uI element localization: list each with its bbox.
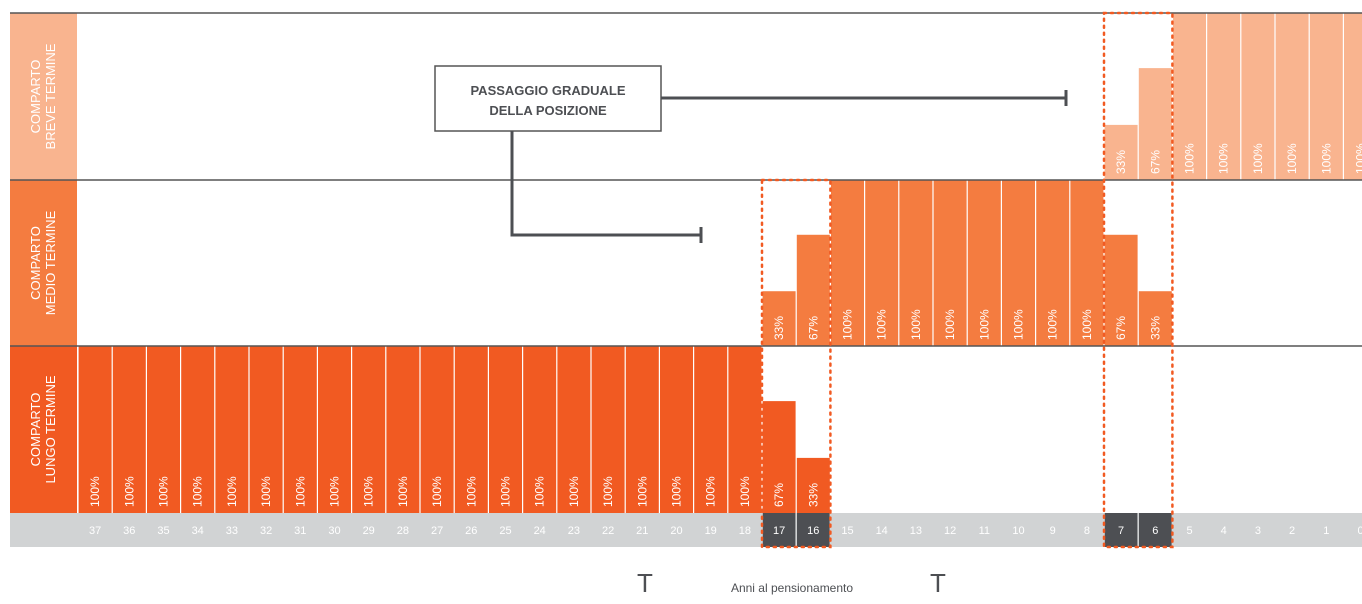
x-tick-10: 10 — [1012, 525, 1024, 537]
data-label-termine-24: 100% — [533, 476, 547, 507]
series-label-line: MEDIO TERMINE — [43, 210, 58, 315]
x-tick-1: 1 — [1323, 525, 1329, 537]
data-label-termine-36: 100% — [122, 476, 136, 507]
data-label-termine-33: 100% — [225, 476, 239, 507]
data-label-termine-19: 100% — [704, 476, 718, 507]
x-tick-24: 24 — [534, 525, 546, 537]
x-tick-33: 33 — [226, 525, 238, 537]
x-tick-31: 31 — [294, 525, 306, 537]
data-label-termine-22: 100% — [601, 476, 615, 507]
data-label-termine-3: 100% — [1251, 143, 1265, 174]
x-tick-34: 34 — [192, 525, 204, 537]
annotation-line-2: DELLA POSIZIONE — [489, 103, 607, 118]
x-tick-15: 15 — [841, 525, 853, 537]
data-label-termine-16: 67% — [806, 316, 820, 340]
data-label-termine-29: 100% — [362, 476, 376, 507]
data-label-termine-5: 100% — [1183, 143, 1197, 174]
data-label-termine-7: 67% — [1114, 316, 1128, 340]
data-label-termine-35: 100% — [157, 476, 171, 507]
x-tick-17: 17 — [773, 525, 785, 537]
annotation-line-1: PASSAGGIO GRADUALE — [470, 83, 625, 98]
series-label-line: COMPARTO — [28, 60, 43, 134]
x-tick-18: 18 — [739, 525, 751, 537]
x-tick-36: 36 — [123, 525, 135, 537]
data-label-termine-8: 100% — [1080, 309, 1094, 340]
data-label-termine-10: 100% — [1012, 309, 1026, 340]
x-tick-35: 35 — [157, 525, 169, 537]
x-tick-8: 8 — [1084, 525, 1090, 537]
data-label-termine-34: 100% — [191, 476, 205, 507]
x-tick-29: 29 — [363, 525, 375, 537]
data-label-termine-1: 100% — [1319, 143, 1333, 174]
data-label-termine-12: 100% — [943, 309, 957, 340]
data-label-termine-17: 67% — [772, 483, 786, 507]
series-label-line: BREVE TERMINE — [43, 43, 58, 149]
x-tick-0: 0 — [1357, 525, 1362, 537]
data-label-termine-6: 67% — [1148, 150, 1162, 174]
data-label-termine-9: 100% — [1046, 309, 1060, 340]
x-tick-22: 22 — [602, 525, 614, 537]
x-tick-3: 3 — [1255, 525, 1261, 537]
data-label-termine-15: 100% — [841, 309, 855, 340]
x-tick-16: 16 — [807, 525, 819, 537]
x-tick-14: 14 — [876, 525, 888, 537]
x-tick-21: 21 — [636, 525, 648, 537]
x-tick-19: 19 — [705, 525, 717, 537]
data-label-termine-18: 100% — [738, 476, 752, 507]
annotation-arrow-breve — [661, 90, 1066, 106]
x-tick-5: 5 — [1186, 525, 1192, 537]
x-axis-title: Anni al pensionamento — [731, 581, 853, 595]
data-label-termine-6: 33% — [1148, 316, 1162, 340]
data-label-termine-17: 33% — [772, 316, 786, 340]
series-label-line: LUNGO TERMINE — [43, 375, 58, 483]
timeline-mark-left: T — [637, 568, 653, 598]
x-tick-11: 11 — [979, 525, 990, 537]
data-label-termine-25: 100% — [499, 476, 513, 507]
data-label-termine-4: 100% — [1217, 143, 1231, 174]
data-label-termine-27: 100% — [430, 476, 444, 507]
data-label-termine-37: 100% — [88, 476, 102, 507]
timeline-mark-right: T — [930, 568, 946, 598]
x-tick-23: 23 — [568, 525, 580, 537]
data-label-termine-2: 100% — [1285, 143, 1299, 174]
data-label-termine-32: 100% — [259, 476, 273, 507]
data-label-termine-20: 100% — [670, 476, 684, 507]
data-label-termine-14: 100% — [875, 309, 889, 340]
series-label-line: COMPARTO — [28, 226, 43, 300]
x-tick-7: 7 — [1118, 525, 1124, 537]
x-tick-13: 13 — [910, 525, 922, 537]
data-label-termine-13: 100% — [909, 309, 923, 340]
x-tick-26: 26 — [465, 525, 477, 537]
data-label-termine-21: 100% — [635, 476, 649, 507]
x-tick-2: 2 — [1289, 525, 1295, 537]
annotation-box — [435, 66, 661, 131]
data-label-termine-11: 100% — [977, 309, 991, 340]
x-tick-4: 4 — [1221, 525, 1227, 537]
data-label-termine-23: 100% — [567, 476, 581, 507]
x-tick-20: 20 — [670, 525, 682, 537]
x-tick-28: 28 — [397, 525, 409, 537]
series-label-line: COMPARTO — [28, 393, 43, 467]
x-tick-6: 6 — [1152, 525, 1158, 537]
x-tick-32: 32 — [260, 525, 272, 537]
data-label-termine-26: 100% — [464, 476, 478, 507]
data-label-termine-0: 100% — [1354, 143, 1362, 174]
x-tick-27: 27 — [431, 525, 443, 537]
annotation-arrow-medio — [512, 131, 701, 243]
data-label-termine-7: 33% — [1114, 150, 1128, 174]
data-label-termine-30: 100% — [328, 476, 342, 507]
x-tick-9: 9 — [1050, 525, 1056, 537]
x-tick-25: 25 — [499, 525, 511, 537]
data-label-termine-16: 33% — [806, 483, 820, 507]
data-label-termine-31: 100% — [293, 476, 307, 507]
data-label-termine-28: 100% — [396, 476, 410, 507]
x-tick-37: 37 — [89, 525, 101, 537]
x-tick-30: 30 — [328, 525, 340, 537]
x-tick-12: 12 — [944, 525, 956, 537]
